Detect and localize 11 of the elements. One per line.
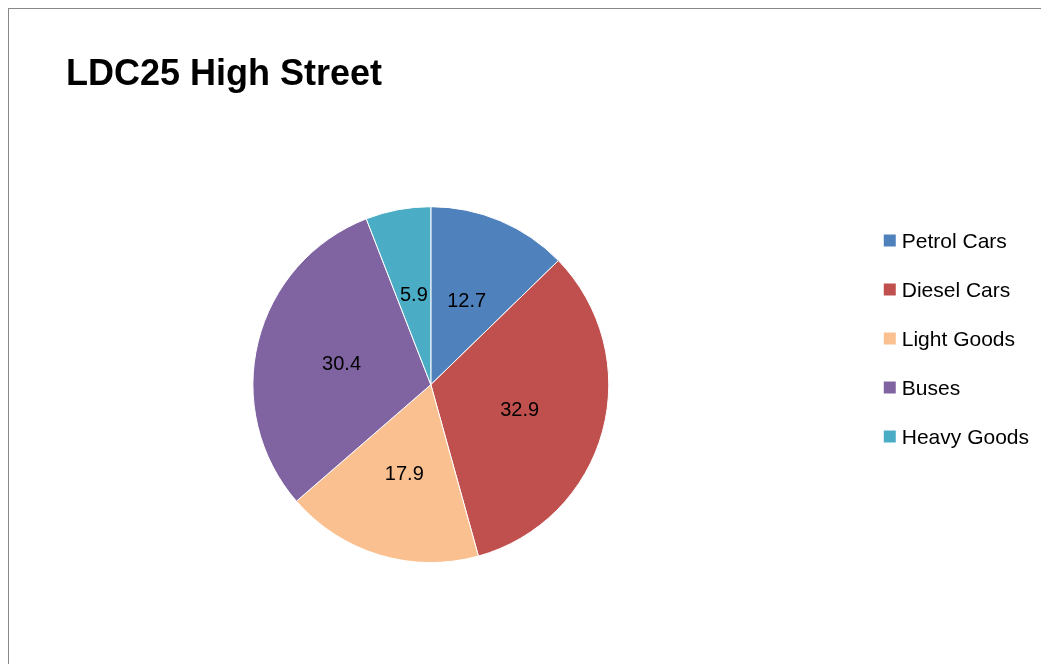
- chart-title: LDC25 High Street: [66, 51, 383, 93]
- data-label: 30.4: [322, 351, 362, 374]
- data-label: 17.9: [384, 461, 424, 484]
- data-label: 32.9: [500, 397, 540, 420]
- legend-label: Buses: [901, 376, 961, 399]
- legend-label: Light Goods: [901, 327, 1016, 350]
- legend-label: Heavy Goods: [901, 425, 1029, 448]
- data-label: 5.9: [399, 283, 428, 306]
- legend-label: Diesel Cars: [901, 278, 1011, 301]
- data-label: 12.7: [447, 288, 487, 311]
- legend-label: Petrol Cars: [901, 229, 1007, 252]
